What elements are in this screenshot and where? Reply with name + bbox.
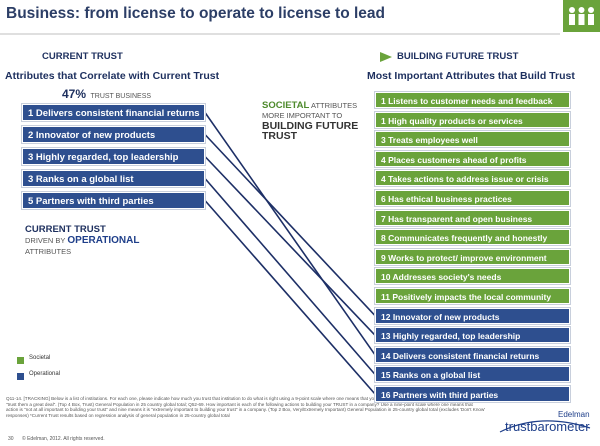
operational-attribute: 3 Highly regarded, top leadership (22, 148, 205, 165)
caption-line: CURRENT TRUST (25, 224, 106, 235)
connector-line (204, 133, 376, 317)
arrow-start-label: CURRENT TRUST (42, 51, 123, 62)
trust-attribute: 11 Positively impacts the local communit… (375, 288, 570, 304)
caption-line: ATTRIBUTES (25, 247, 72, 256)
operational-attribute: 3 Ranks on a global list (22, 170, 205, 187)
title: Business: from license to operate to lic… (6, 5, 385, 22)
legend-label: Societal (29, 355, 51, 361)
caption-line: DRIVEN BY OPERATIONAL (25, 235, 139, 246)
legend-swatch (17, 357, 24, 364)
connector-line (204, 155, 376, 336)
connector-line (204, 199, 376, 395)
operational-attribute: 5 Partners with third parties (22, 192, 205, 209)
caption-word: OPERATIONAL (67, 235, 140, 246)
trust-attribute: 16 Partners with third parties (375, 386, 570, 402)
connector-line (204, 177, 376, 375)
trust-attribute: 7 Has transparent and open business (375, 209, 570, 226)
people-icon (563, 0, 600, 32)
caption-line: BUILDING FUTURE (262, 120, 359, 132)
left-heading: Attributes that Correlate with Current T… (5, 70, 220, 82)
trust-attribute: 13 Highly regarded, top leadership (375, 327, 570, 344)
trust-attribute: 1 High quality products or services (375, 111, 570, 128)
trust-attribute: 12 Innovator of new products (375, 307, 570, 324)
legend-label: Operational (29, 371, 61, 377)
operational-attribute: 2 Innovator of new products (22, 126, 205, 143)
legend-swatch (17, 373, 24, 380)
trust-attribute: 9 Works to protect/ improve environment (375, 248, 570, 265)
logo-brand: Edelman (558, 410, 590, 419)
caption-line: SOCIETAL ATTRIBUTES (262, 101, 358, 111)
trust-attribute: 15 Ranks on a global list (375, 366, 570, 383)
logo-product: trustbarometer (505, 419, 590, 434)
logo-swoosh (499, 420, 591, 433)
left-caption: CURRENT TRUST DRIVEN BY OPERATIONAL ATTR… (25, 224, 139, 257)
copyright: © Edelman, 2012. All rights reserved. (22, 436, 105, 442)
connector-line (204, 112, 376, 356)
trust-attribute: 3 Treats employees well (375, 131, 570, 148)
stat-value: 47% (62, 87, 87, 101)
footnote: Q11-14. [TRACKING] Below is a list of in… (6, 396, 486, 418)
trust-attribute: 14 Delivers consistent financial returns (375, 346, 570, 363)
left-stat: 47% TRUST BUSINESS (62, 85, 151, 103)
stat-label: TRUST BUSINESS (90, 93, 152, 100)
arrow-end-label: BUILDING FUTURE TRUST (397, 51, 519, 62)
page-number: 30 (8, 436, 14, 442)
caption-word: ATTRIBUTES (311, 101, 358, 110)
trust-attribute: 6 Has ethical business practices (375, 190, 570, 206)
connector-lines (204, 112, 376, 395)
caption-line: TRUST (262, 130, 297, 142)
right-heading: Most Important Attributes that Build Tru… (367, 70, 575, 82)
center-caption: SOCIETAL ATTRIBUTES MORE IMPORTANT TO BU… (262, 101, 359, 142)
trust-attribute: 10 Addresses society's needs (375, 268, 570, 285)
caption-word: DRIVEN BY (25, 236, 66, 245)
trust-attribute: 4 Takes actions to address issue or cris… (375, 170, 570, 187)
trust-attribute: 1 Listens to customer needs and feedback (375, 92, 570, 108)
trust-attribute: 4 Places customers ahead of profits (375, 150, 570, 167)
trust-attribute: 8 Communicates frequently and honestly (375, 229, 570, 246)
caption-line: MORE IMPORTANT TO (262, 111, 343, 120)
caption-word: SOCIETAL (262, 100, 310, 111)
arrow-head (380, 52, 392, 62)
operational-attribute: 1 Delivers consistent financial returns (22, 104, 205, 121)
